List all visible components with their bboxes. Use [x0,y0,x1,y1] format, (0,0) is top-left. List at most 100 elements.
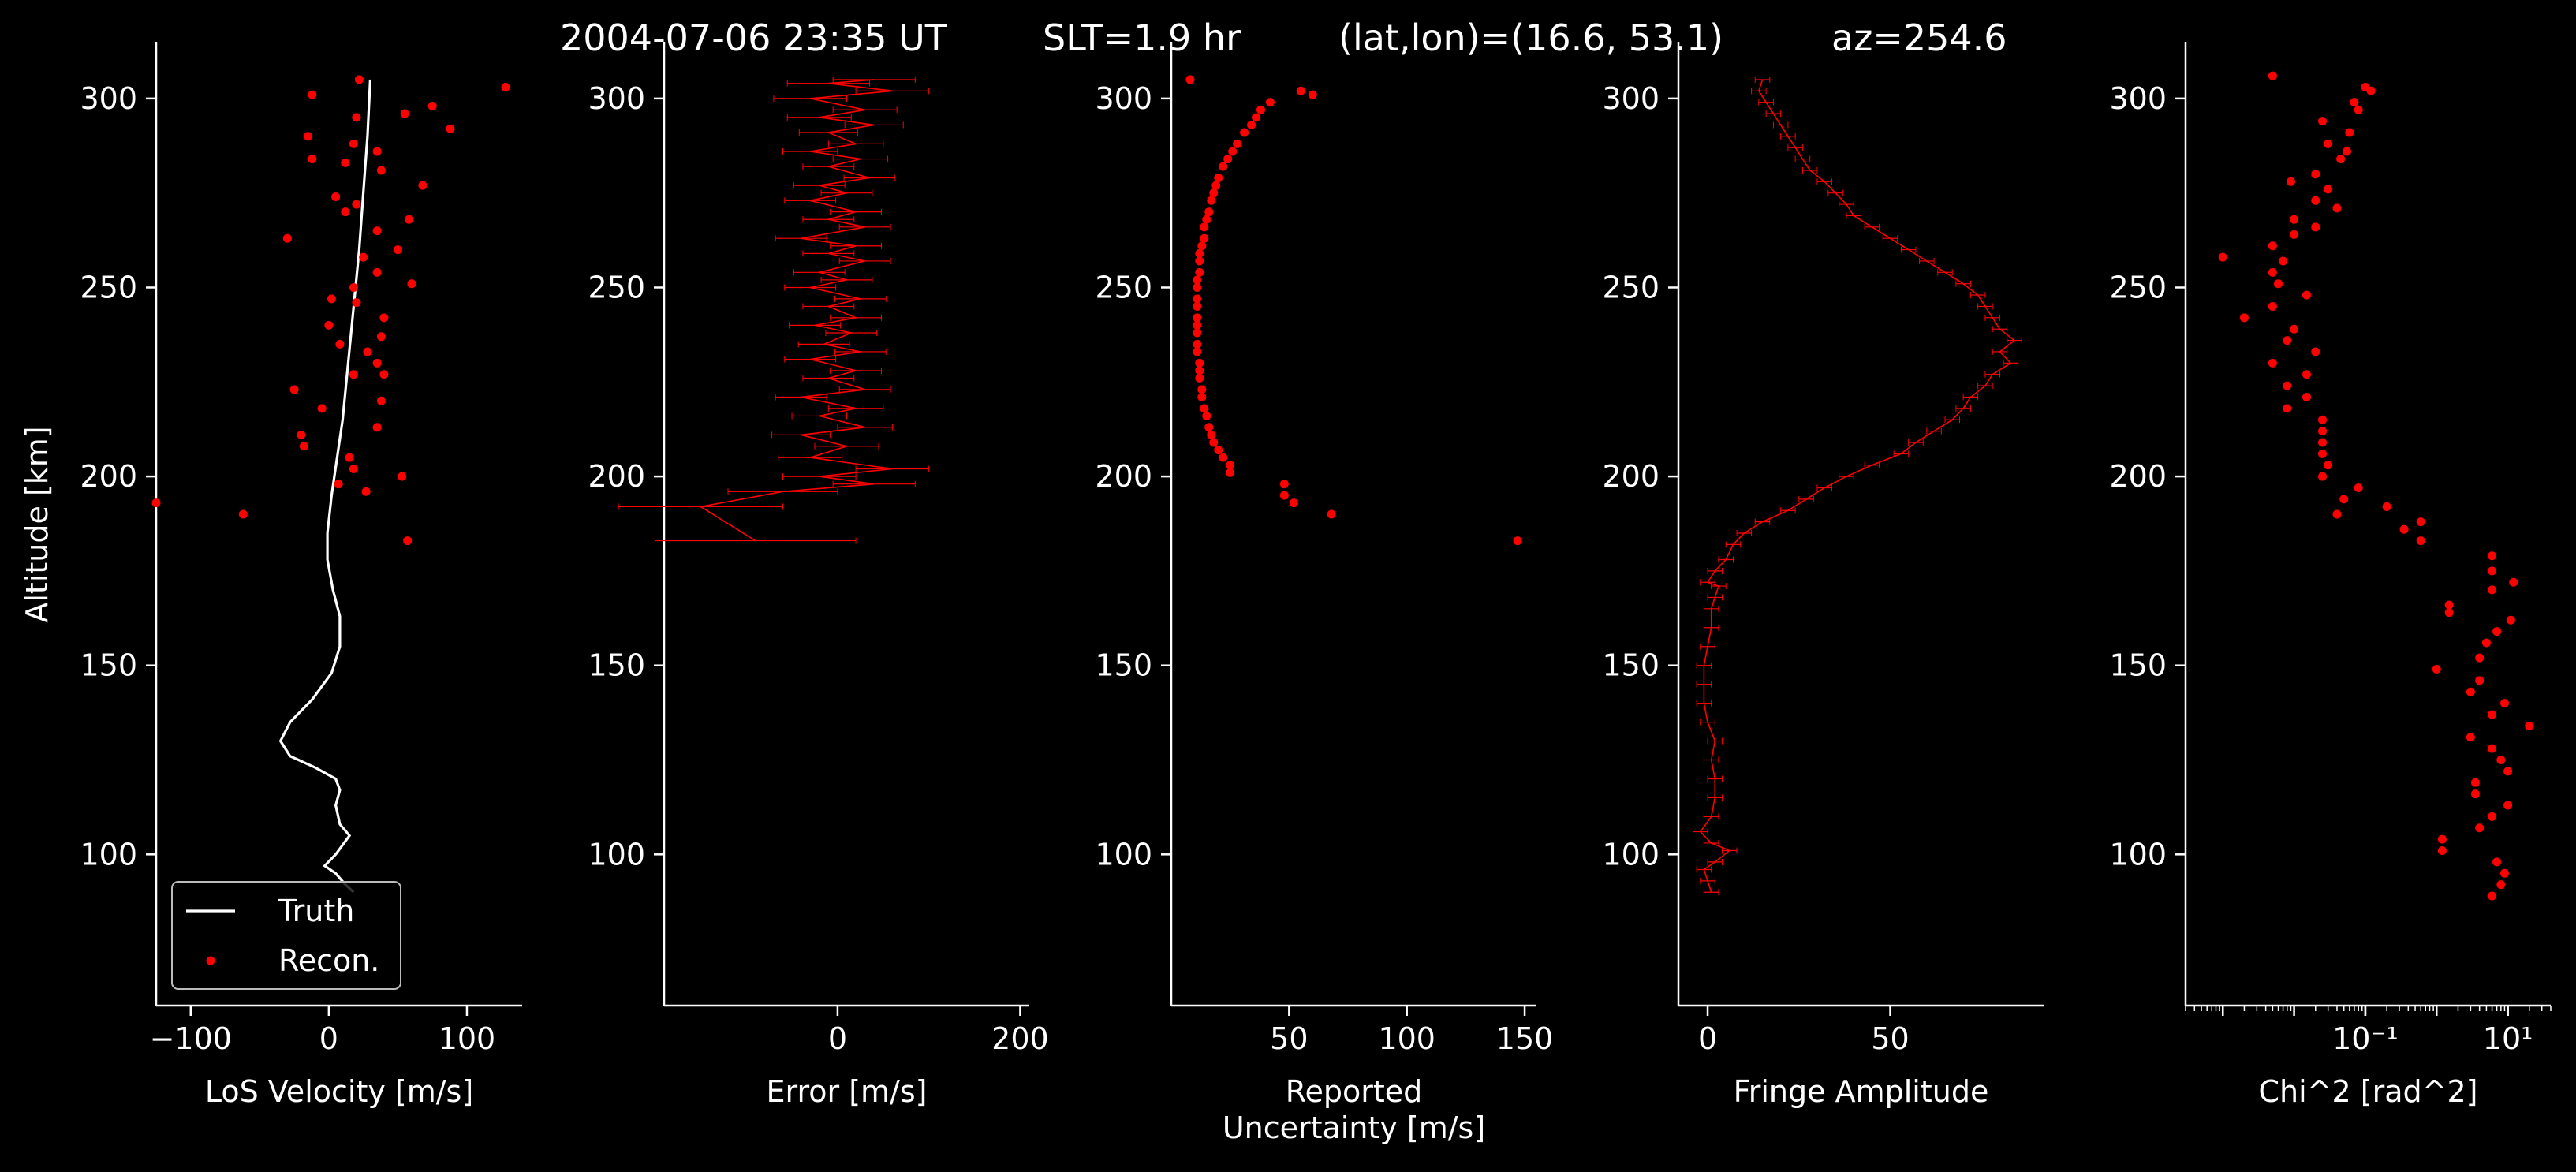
data-point [1240,128,1249,137]
data-point [2345,128,2354,137]
data-point [363,347,372,356]
data-point [1279,480,1289,489]
data-point [359,252,368,262]
data-point [2361,83,2370,92]
data-point [2336,155,2346,164]
data-point [1214,174,1223,183]
data-point [2279,256,2288,266]
y-tick-label: 150 [588,648,645,683]
data-point [1233,139,1242,148]
data-point [372,358,382,368]
y-tick-label: 200 [1602,459,1659,494]
data-point [1195,374,1204,383]
title-latlon: (lat,lon)=(16.6, 53.1) [1338,17,1723,59]
data-point [2499,699,2509,708]
data-point [1200,222,1209,232]
y-tick-label: 250 [1602,270,1659,304]
data-point [2488,566,2497,576]
data-point [2290,215,2299,224]
data-point [289,385,299,394]
x-axis-label: Error [m/s] [767,1074,928,1109]
x-axis-label: Fringe Amplitude [1734,1074,1989,1109]
data-point [1211,181,1221,190]
y-tick-label: 300 [588,81,645,116]
data-point [2475,653,2485,663]
x-tick-label: 0 [828,1021,847,1056]
data-point [2324,139,2333,148]
data-point [1207,430,1216,439]
x-tick-label: 10⁻¹ [2332,1021,2399,1056]
data-point [2268,241,2277,251]
data-point [2525,721,2534,730]
data-point [361,487,371,496]
data-point [1289,498,1298,508]
data-point [1200,233,1209,243]
data-point [1193,282,1202,292]
data-point [393,245,402,255]
data-point [238,509,248,519]
x-axis-label: Uncertainty [m/s] [1223,1110,1485,1145]
y-tick-label: 100 [588,837,645,872]
data-point [2283,404,2292,413]
data-point [1226,468,1235,477]
y-tick-label: 100 [2109,837,2167,872]
data-point [352,113,361,122]
data-point [1193,294,1202,304]
data-point [1247,120,1256,129]
data-point [2382,502,2391,511]
panels: 100 150 200 250 300 −100 0 100 LoS Velocity [m/s… [80,42,2552,1145]
y-tick-label: 300 [80,81,137,116]
legend-label-truth: Truth [278,894,354,928]
data-point [1308,90,1317,99]
data-point [2283,336,2292,345]
y-tick-label: 250 [2109,270,2167,304]
data-point [2268,301,2277,311]
y-tick-label: 100 [80,837,137,872]
data-point [1296,86,1305,95]
data-point [1202,411,1211,420]
data-point [2492,627,2502,636]
data-point [331,192,341,201]
data-point [2496,880,2506,890]
y-tick-label: 300 [1095,81,1152,116]
data-point [2509,577,2518,587]
data-point [1219,162,1228,171]
x-tick-label: −100 [150,1021,232,1056]
data-point [2354,483,2363,492]
data-point [376,166,386,175]
data-point [151,498,161,508]
data-point [1193,347,1202,356]
data-point [2318,427,2328,436]
data-point [1226,461,1235,470]
y-tick-label: 150 [2109,648,2167,683]
data-point [404,215,413,224]
data-point [317,404,327,413]
data-point [2318,117,2328,126]
data-point [1195,366,1204,375]
data-point [349,139,358,148]
data-point [2488,551,2497,561]
data-point [2318,438,2328,447]
y-tick-label: 300 [1602,81,1659,116]
data-point [335,339,345,349]
data-point [2470,789,2480,799]
data-point [1228,147,1238,156]
data-point [1207,196,1216,205]
data-point [2437,834,2447,844]
data-point [418,181,427,190]
data-point [407,279,416,289]
data-point [379,370,389,379]
x-tick-label: 50 [1871,1021,1909,1056]
data-point [2218,252,2227,262]
data-point [2268,71,2277,80]
data-point [2311,347,2320,356]
data-point [349,465,358,474]
x-tick-label: 10¹ [2483,1021,2533,1056]
panel-4: 100 150 200 250 300 0 50 Fringe Amplitude [1602,42,2044,1109]
data-point [403,536,413,546]
data-point [308,155,317,164]
data-point [2444,608,2454,618]
y-tick-label: 250 [588,270,645,304]
